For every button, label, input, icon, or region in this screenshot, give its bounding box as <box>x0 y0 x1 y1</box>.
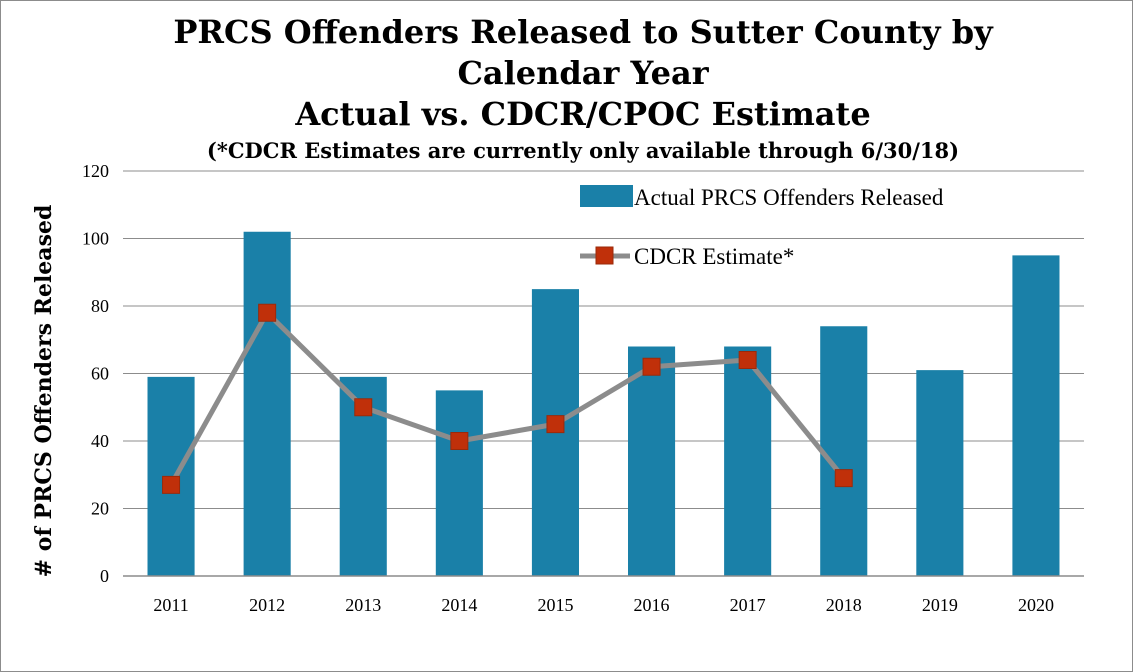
x-tick-label: 2016 <box>634 595 670 615</box>
estimate-marker-2018 <box>834 469 853 488</box>
y-axis-ticks: 0 20 40 60 80 100 120 <box>82 161 109 586</box>
estimate-marker-2014 <box>450 432 469 450</box>
bar-2012 <box>243 231 291 576</box>
y-tick-label: 0 <box>100 566 109 586</box>
y-tick-label: 80 <box>91 296 109 316</box>
bar-2014 <box>435 390 483 576</box>
line-series <box>162 303 853 494</box>
estimate-marker-2012 <box>258 303 277 322</box>
y-tick-label: 40 <box>91 431 109 451</box>
legend-swatch-actual <box>580 185 633 207</box>
x-tick-label: 2012 <box>249 595 285 615</box>
bar-series <box>147 231 1060 576</box>
chart-subtitle: (*CDCR Estimates are currently only avai… <box>207 138 959 163</box>
estimate-marker-2017 <box>738 351 757 369</box>
x-tick-label: 2019 <box>922 595 958 615</box>
estimate-marker-2015 <box>546 415 565 434</box>
estimate-marker-2016 <box>642 357 661 376</box>
estimate-line <box>168 310 846 487</box>
bar-2020 <box>1012 255 1060 576</box>
chart-title-line-3: Actual vs. CDCR/CPOC Estimate <box>294 95 870 133</box>
x-tick-label: 2013 <box>345 595 381 615</box>
legend-label-estimate: CDCR Estimate* <box>634 244 794 269</box>
legend: Actual PRCS Offenders Released CDCR Esti… <box>580 185 944 269</box>
bar-2019 <box>916 370 964 576</box>
x-tick-label: 2020 <box>1018 595 1054 615</box>
x-tick-label: 2014 <box>441 595 477 615</box>
x-tick-label: 2011 <box>153 595 188 615</box>
chart-title-line-2: Calendar Year <box>457 54 709 92</box>
y-axis-title: # of PRCS Offenders Released <box>31 205 57 578</box>
bar-2016 <box>628 346 676 576</box>
bar-2017 <box>724 346 772 576</box>
y-tick-label: 60 <box>91 364 109 384</box>
y-tick-label: 120 <box>82 161 109 181</box>
legend-label-actual: Actual PRCS Offenders Released <box>634 185 944 210</box>
estimate-marker-2013 <box>354 398 373 417</box>
legend-swatch-estimate-marker <box>595 246 614 265</box>
y-tick-label: 100 <box>82 229 109 249</box>
x-tick-label: 2017 <box>730 595 766 615</box>
x-axis-ticks: 2011 2012 2013 2014 2015 2016 2017 2018 2019 2020 <box>153 595 1054 615</box>
x-tick-label: 2018 <box>826 595 862 615</box>
bar-2018 <box>820 326 868 576</box>
y-tick-label: 20 <box>91 499 109 519</box>
x-tick-label: 2015 <box>537 595 573 615</box>
chart-title-line-1: PRCS Offenders Released to Sutter County… <box>173 13 994 51</box>
estimate-marker-2011 <box>162 475 181 494</box>
